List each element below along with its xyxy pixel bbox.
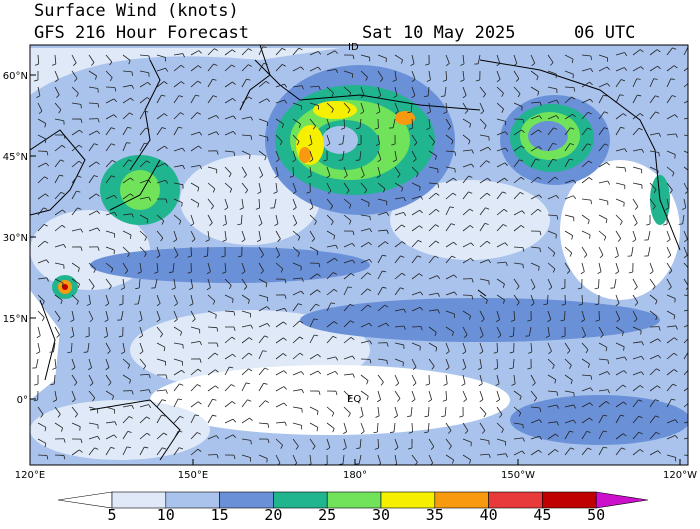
wind-barb bbox=[675, 299, 676, 303]
colorbar-label: 35 bbox=[426, 506, 444, 524]
wind-barb bbox=[624, 203, 625, 207]
colorbar-label: 50 bbox=[587, 506, 605, 524]
lon-label: 120°E bbox=[15, 470, 45, 481]
wind-barb bbox=[522, 107, 523, 111]
lon-label: 150°E bbox=[178, 470, 208, 481]
wind-barb bbox=[693, 437, 695, 440]
wind-barb bbox=[691, 65, 694, 67]
colorbar-label: 15 bbox=[211, 506, 229, 524]
colorbar-label: 25 bbox=[318, 506, 336, 524]
lat-label: 60°N bbox=[3, 71, 28, 82]
wind-barb bbox=[267, 458, 268, 462]
wind-barb bbox=[80, 427, 81, 431]
lat-label: 0° bbox=[17, 395, 28, 406]
colorbar-segment bbox=[58, 492, 112, 508]
wind-barb bbox=[690, 337, 693, 339]
colorbar-label: 20 bbox=[264, 506, 282, 524]
subtitle: GFS 216 Hour Forecast bbox=[34, 23, 249, 43]
wind-barb bbox=[182, 203, 183, 207]
wind-barb bbox=[693, 309, 695, 313]
wind-barb bbox=[692, 323, 695, 326]
wind-barb bbox=[688, 47, 692, 48]
wind-barb bbox=[428, 407, 429, 416]
wind-barb bbox=[106, 87, 115, 88]
wind-barb bbox=[693, 117, 695, 121]
lat-label: 15°N bbox=[3, 314, 28, 325]
wind-barb bbox=[691, 81, 694, 83]
wind-barb bbox=[263, 351, 267, 352]
colorbar-label: 45 bbox=[533, 506, 551, 524]
wind-barb bbox=[692, 99, 695, 102]
map-label: EQ bbox=[347, 394, 361, 405]
map-field bbox=[30, 45, 695, 466]
colorbar-segment bbox=[596, 492, 648, 508]
wind-barb bbox=[84, 352, 88, 353]
wind-barb bbox=[208, 454, 217, 455]
wind-barb bbox=[675, 155, 676, 159]
wind-barb bbox=[689, 351, 693, 352]
wind-barb bbox=[513, 327, 514, 336]
wind-barb bbox=[497, 343, 498, 352]
wind-barb bbox=[693, 421, 695, 424]
wind-barb bbox=[540, 248, 541, 252]
wind-barb bbox=[692, 155, 693, 159]
lon-label: 120°W bbox=[663, 470, 697, 481]
title: Surface Wind (knots) bbox=[34, 1, 239, 21]
wind-barb bbox=[339, 144, 343, 145]
lat-label: 45°N bbox=[3, 152, 28, 163]
colorbar-label: 10 bbox=[157, 506, 175, 524]
lat-label: 30°N bbox=[3, 233, 28, 244]
lon-label: 180° bbox=[343, 470, 367, 481]
lon-label: 150°W bbox=[501, 470, 535, 481]
wind-barb bbox=[441, 96, 445, 97]
wind-barb bbox=[463, 295, 472, 296]
date: Sat 10 May 2025 bbox=[362, 23, 516, 43]
wind-barb bbox=[690, 172, 691, 176]
colorbar-label: 40 bbox=[480, 506, 498, 524]
wind-barb bbox=[523, 264, 524, 268]
time: 06 UTC bbox=[574, 23, 635, 43]
wind-barb bbox=[693, 456, 694, 460]
wind-barb bbox=[412, 423, 413, 432]
wind-barb bbox=[691, 401, 694, 403]
map-label: ID bbox=[348, 42, 359, 53]
colorbar-label: 30 bbox=[372, 506, 390, 524]
wind-barb bbox=[412, 326, 421, 327]
wind-barb bbox=[690, 368, 694, 370]
wind-barb bbox=[216, 315, 217, 319]
colorbar-label: 5 bbox=[107, 506, 116, 524]
wind-barb bbox=[356, 160, 360, 161]
wind-barb bbox=[691, 386, 694, 388]
